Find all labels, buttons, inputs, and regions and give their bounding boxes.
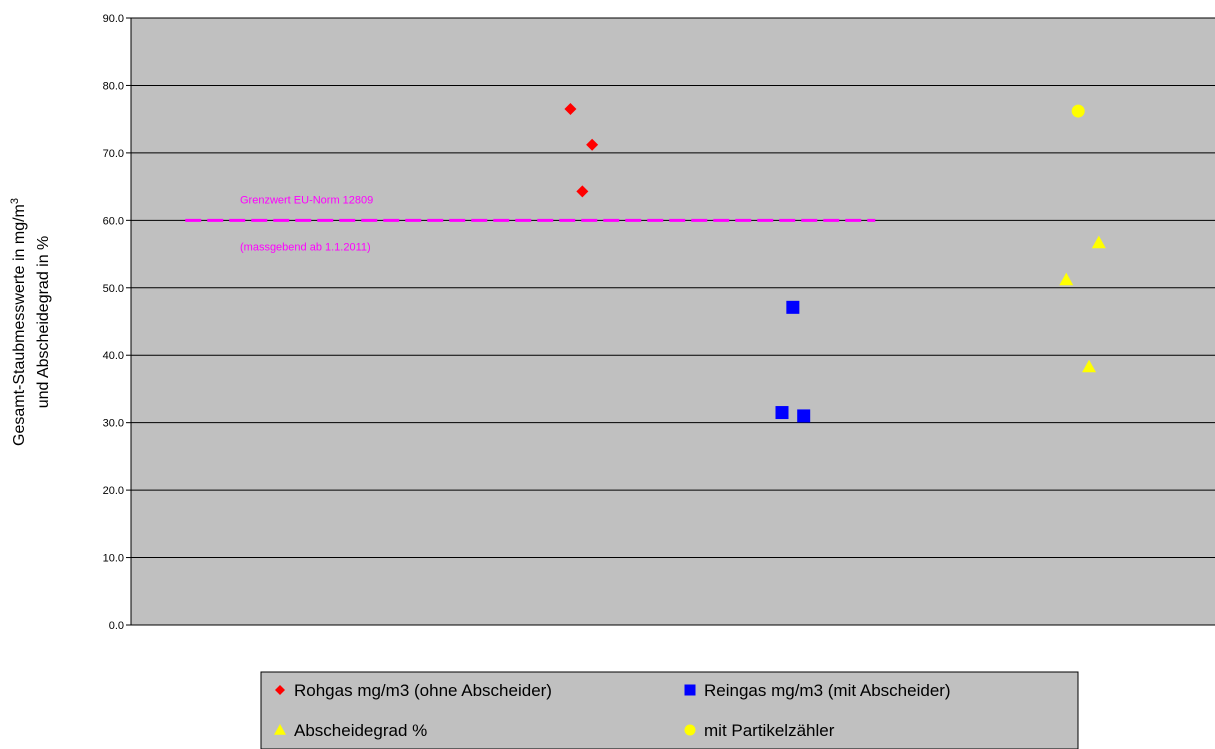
y-tick-label: 80.0 — [103, 80, 124, 92]
legend-marker-circle — [684, 724, 696, 736]
y-tick-label: 90.0 — [103, 13, 124, 25]
legend-label: Rohgas mg/m3 (ohne Abscheider) — [294, 681, 552, 700]
grenzwert-date-label: (massgebend ab 1.1.2011) — [240, 241, 371, 253]
legend-box — [260, 671, 1079, 749]
y-tick-label: 50.0 — [103, 283, 124, 295]
data-point-triangle-2-1 — [1091, 235, 1106, 249]
reference-line-group: Grenzwert EU-Norm 12809 (massgebend ab 1.… — [185, 194, 876, 253]
grenzwert-label: Grenzwert EU-Norm 12809 — [240, 194, 373, 206]
plot-area — [130, 17, 1215, 626]
legend-label: Abscheidegrad % — [294, 721, 427, 740]
y-tick-label: 30.0 — [103, 418, 124, 430]
data-point-triangle-2-2 — [1082, 359, 1097, 373]
legend: Rohgas mg/m3 (ohne Abscheider) Reingas mg… — [274, 681, 951, 740]
legend-label: Reingas mg/m3 (mit Abscheider) — [704, 681, 951, 700]
data-point-square-1-1 — [775, 406, 789, 420]
y-axis-label-line-1: Gesamt-Staubmesswerte in mg/m3 — [9, 198, 28, 446]
data-point-diamond-0-1 — [586, 138, 599, 151]
data-point-diamond-0-2 — [576, 185, 589, 198]
legend-marker-diamond — [275, 685, 285, 695]
y-tick-label: 20.0 — [103, 485, 124, 497]
legend-marker-square — [684, 684, 696, 696]
y-tick-label: 0.0 — [109, 620, 124, 632]
data-point-square-1-2 — [797, 409, 811, 423]
data-point-triangle-2-0 — [1059, 272, 1074, 286]
y-axis-label-line-2: und Abscheidegrad in % — [35, 236, 52, 409]
legend-marker-triangle — [274, 724, 286, 735]
data-points — [564, 103, 1106, 423]
y-axis: 0.0 10.0 20.0 30.0 40.0 50.0 60.0 70.0 80.0 90.0 — [103, 13, 132, 632]
y-tick-label: 70.0 — [103, 148, 124, 160]
y-tick-label: 40.0 — [103, 350, 124, 362]
y-tick-label: 10.0 — [103, 553, 124, 565]
data-point-square-1-0 — [786, 300, 800, 314]
legend-label: mit Partikelzähler — [704, 721, 835, 740]
data-point-diamond-0-0 — [564, 103, 577, 116]
y-tick-label: 60.0 — [103, 215, 124, 227]
data-point-circle-3-0 — [1071, 104, 1085, 118]
